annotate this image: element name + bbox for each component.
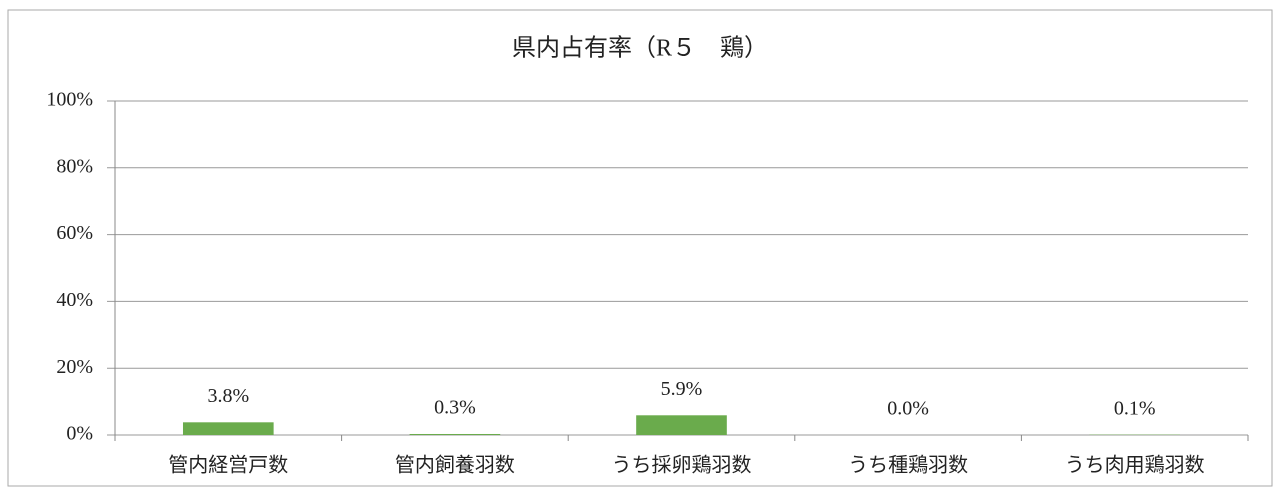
data-label: 0.0%	[887, 398, 929, 420]
x-tick-label: うち肉用鶏羽数	[1065, 454, 1205, 477]
y-tick-label: 40%	[56, 289, 93, 311]
data-label: 0.3%	[434, 397, 476, 419]
data-label: 0.1%	[1114, 397, 1156, 419]
y-tick-label: 80%	[56, 155, 93, 177]
bar	[636, 415, 727, 435]
bar	[409, 433, 501, 435]
x-tick-label: うち種鶏羽数	[848, 454, 968, 477]
y-tick-label: 100%	[46, 89, 93, 111]
data-label: 5.9%	[661, 378, 703, 400]
chart-frame	[7, 9, 1273, 487]
chart-title: 県内占有率（R５ 鶏）	[512, 35, 768, 62]
x-tick-label: 管内経営戸数	[168, 454, 288, 477]
data-label: 3.8%	[207, 385, 249, 407]
x-tick-label: 管内飼養羽数	[395, 454, 515, 477]
y-tick-label: 60%	[56, 222, 93, 244]
x-tick-label: うち採卵鶏羽数	[612, 454, 752, 477]
bar	[182, 422, 274, 435]
y-tick-label: 0%	[66, 423, 93, 445]
y-tick-label: 20%	[56, 356, 93, 378]
